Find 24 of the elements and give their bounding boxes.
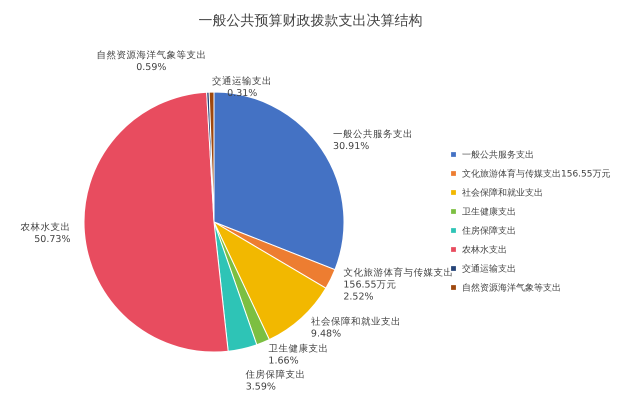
data-label: 0.59% bbox=[136, 62, 166, 74]
slice-label: 农林水支出 bbox=[20, 220, 70, 233]
legend-label: 一般公共服务支出 bbox=[462, 150, 534, 160]
data-label: 2.52% bbox=[343, 291, 374, 302]
slice-label: 社会保障和就业支出 bbox=[310, 316, 401, 328]
legend-label: 交通运输支出 bbox=[462, 264, 516, 274]
data-label: 30.91% bbox=[333, 140, 370, 152]
slice-label: 一般公共服务支出 bbox=[333, 128, 414, 140]
slice-label: 交通运输支出 bbox=[212, 75, 272, 88]
legend-label: 自然资源海洋气象等支出 bbox=[462, 282, 561, 294]
data-label: 1.66% bbox=[268, 355, 299, 366]
slice-label: 自然资源海洋气象等支出 bbox=[96, 49, 206, 62]
data-label: 50.73% bbox=[34, 234, 70, 245]
legend-label: 农林水支出 bbox=[462, 244, 507, 256]
slice-label: 卫生健康支出 bbox=[268, 342, 328, 354]
legend-label: 文化旅游体育与传媒支出156.55万元 bbox=[462, 168, 610, 180]
data-label: 0.31% bbox=[227, 88, 258, 100]
legend-label: 卫生健康支出 bbox=[462, 206, 516, 218]
legend-label: 社会保障和就业支出 bbox=[462, 188, 543, 198]
slice-label: 住房保障支出 bbox=[246, 368, 306, 380]
data-label: 9.48% bbox=[310, 328, 342, 340]
legend-label: 住房保障支出 bbox=[462, 226, 516, 236]
data-label: 3.59% bbox=[246, 381, 276, 392]
chart-title: 一般公共预算财政拨款支出决算结构 bbox=[198, 13, 422, 29]
